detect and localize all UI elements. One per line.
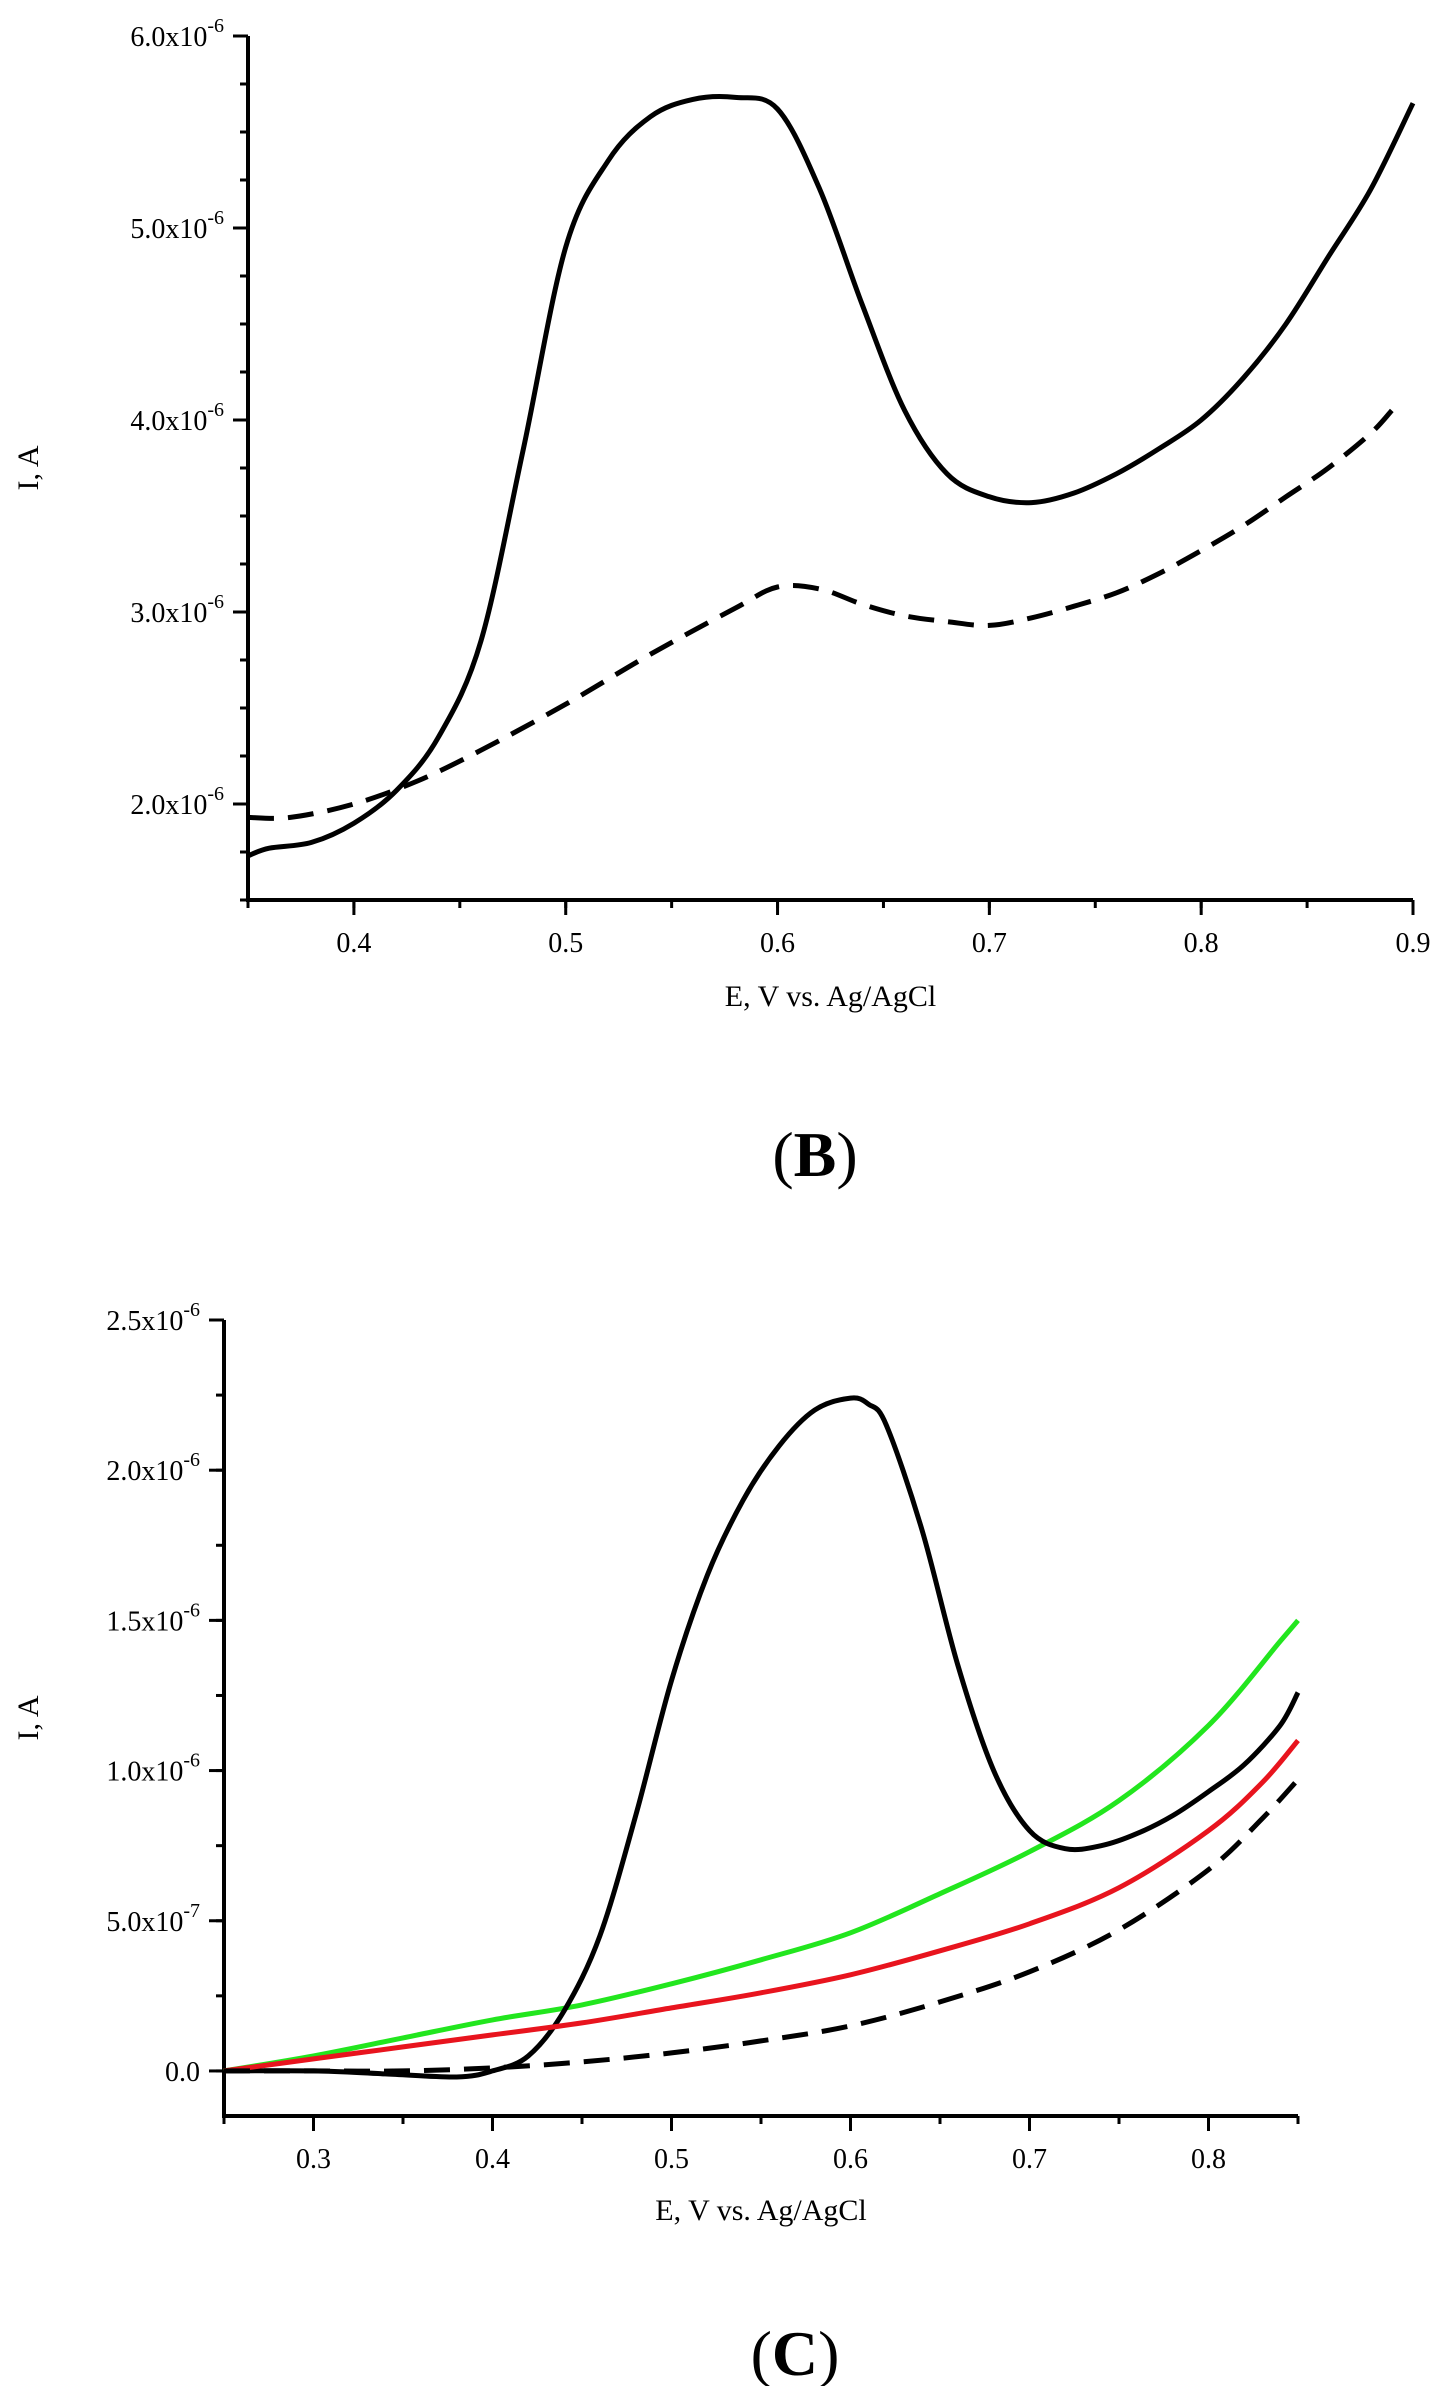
panel-label-c: (C) <box>751 2318 840 2386</box>
x-tick-label: 0.6 <box>760 928 795 959</box>
y-tick-mantissa: 2.0x10 <box>130 790 207 821</box>
x-tick-label: 0.4 <box>475 2144 510 2175</box>
y-tick-exponent: -6 <box>207 207 224 229</box>
y-tick-label: 5.0x10-7 <box>106 1900 200 1938</box>
y-tick-label: 4.0x10-6 <box>130 399 224 437</box>
series-line-dashed <box>224 1777 1300 2074</box>
series-line-green <box>223 1618 1300 2074</box>
x-tick-label: 0.4 <box>336 928 371 959</box>
x-tick-label: 0.5 <box>548 928 583 959</box>
chart-panel-b: 0.4 0.5 0.6 0.7 0.8 0.92.0x10-63.0x10-64.0x10… <box>12 15 1431 1013</box>
y-tick-exponent: -6 <box>183 1750 200 1772</box>
series-line-solid <box>247 93 1416 859</box>
y-tick-exponent: -6 <box>183 1299 200 1321</box>
x-tick-label: 0.8 <box>1191 2144 1226 2175</box>
x-tick-label: 0.7 <box>1012 2144 1047 2175</box>
x-tick-label: 0.8 <box>1184 928 1219 959</box>
panel-label-b-letter: B <box>794 1119 837 1190</box>
y-tick-exponent: -6 <box>207 783 224 805</box>
y-tick-label: 1.0x10-6 <box>106 1750 200 1788</box>
x-tick-label: 0.7 <box>972 928 1007 959</box>
y-axis-title: I, A <box>12 445 45 490</box>
y-tick-mantissa: 5.0x10 <box>106 1907 183 1938</box>
chart-panel-c: 0.3 0.4 0.5 0.6 0.7 0.80.05.0x10-71.0x10-61.5… <box>12 1299 1301 2227</box>
x-tick-label: 0.5 <box>654 2144 689 2175</box>
y-tick-mantissa: 1.5x10 <box>106 1606 183 1637</box>
y-tick-label: 2.5x10-6 <box>106 1299 200 1337</box>
x-axis-title: E, V vs. Ag/AgCl <box>725 980 936 1013</box>
y-tick-exponent: -6 <box>207 399 224 421</box>
y-tick-mantissa: 0.0 <box>165 2057 200 2088</box>
y-tick-label: 2.0x10-6 <box>130 783 224 821</box>
y-tick-label: 2.0x10-6 <box>106 1449 200 1487</box>
y-tick-label: 1.5x10-6 <box>106 1599 200 1637</box>
y-tick-label: 0.0 <box>165 2057 200 2088</box>
series-line-black <box>223 1395 1301 2080</box>
y-tick-exponent: -6 <box>207 591 224 613</box>
y-tick-exponent: -6 <box>183 1449 200 1471</box>
x-tick-label: 0.3 <box>296 2144 331 2175</box>
y-tick-mantissa: 6.0x10 <box>130 22 207 53</box>
series-line-dashed <box>247 408 1394 821</box>
y-tick-exponent: -6 <box>183 1599 200 1621</box>
y-tick-mantissa: 3.0x10 <box>130 598 207 629</box>
y-tick-label: 3.0x10-6 <box>130 591 224 629</box>
y-tick-mantissa: 4.0x10 <box>130 406 207 437</box>
x-tick-label: 0.6 <box>833 2144 868 2175</box>
y-tick-exponent: -7 <box>183 1900 200 1922</box>
y-tick-label: 5.0x10-6 <box>130 207 224 245</box>
x-axis-title: E, V vs. Ag/AgCl <box>655 2194 866 2227</box>
y-tick-mantissa: 2.5x10 <box>106 1306 183 1337</box>
x-tick-label: 0.9 <box>1396 928 1431 959</box>
y-tick-mantissa: 5.0x10 <box>130 214 207 245</box>
y-tick-exponent: -6 <box>207 15 224 37</box>
y-tick-mantissa: 2.0x10 <box>106 1456 183 1487</box>
panel-label-c-letter: C <box>772 2318 818 2386</box>
panel-label-b: (B) <box>772 1119 857 1190</box>
series-line-red <box>223 1738 1300 2074</box>
y-axis-title: I, A <box>12 1695 45 1740</box>
y-tick-label: 6.0x10-6 <box>130 15 224 53</box>
y-tick-mantissa: 1.0x10 <box>106 1757 183 1788</box>
